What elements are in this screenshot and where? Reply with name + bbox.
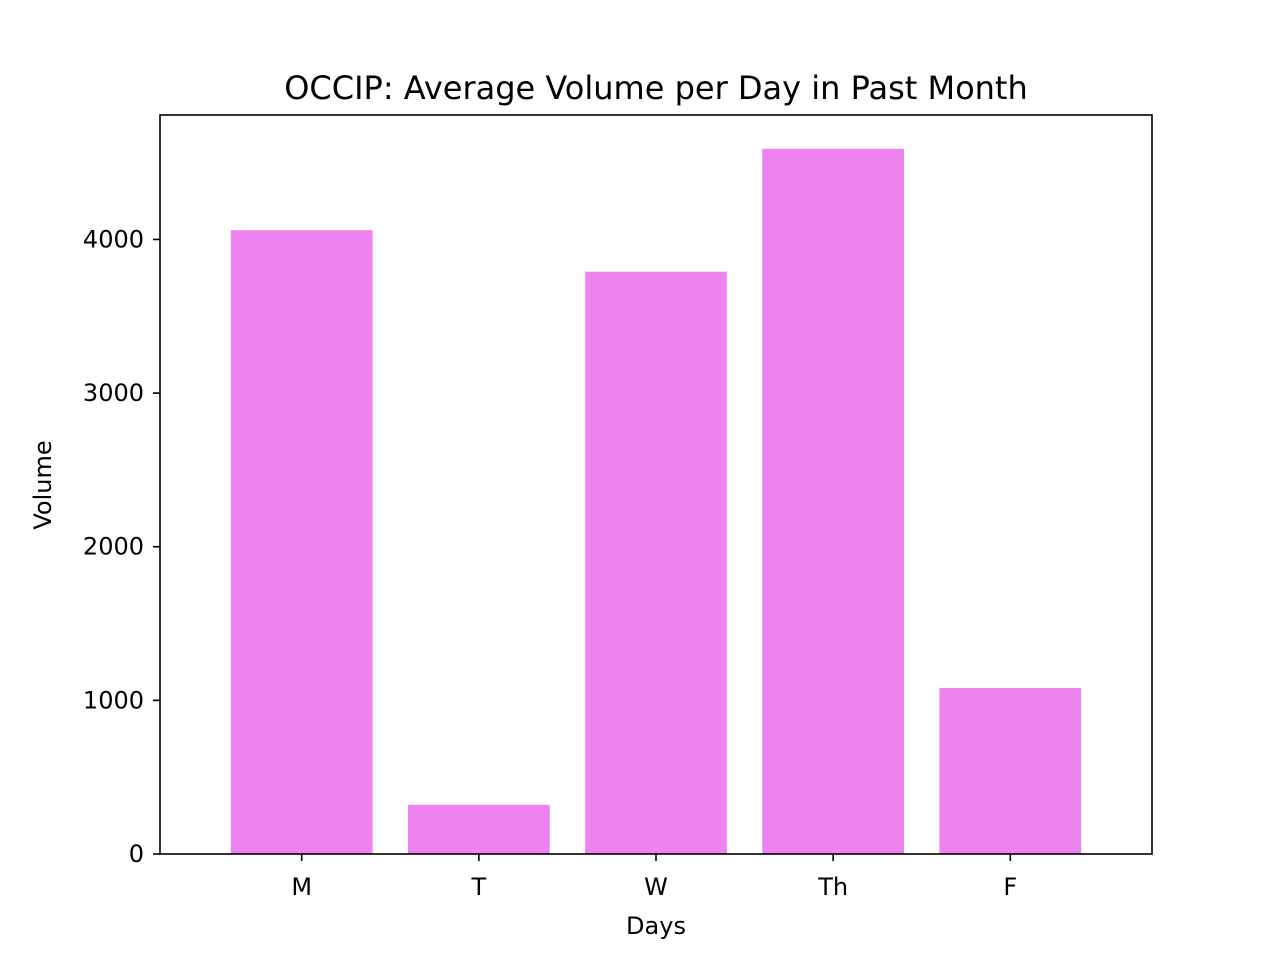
x-axis-ticks: M T W Th F xyxy=(291,854,1017,901)
bar-m xyxy=(230,230,373,854)
x-tick-label: M xyxy=(291,873,312,901)
x-tick-label: Th xyxy=(817,873,848,901)
y-tick-label: 4000 xyxy=(83,225,144,253)
bar-w xyxy=(585,271,727,854)
bar-th xyxy=(762,148,904,854)
x-axis-label: Days xyxy=(626,912,686,940)
bars-group xyxy=(230,148,1082,854)
bar-f xyxy=(939,688,1082,854)
y-axis-label: Volume xyxy=(29,440,57,529)
y-tick-label: 1000 xyxy=(83,686,144,714)
y-tick-label: 0 xyxy=(129,840,144,868)
y-tick-label: 3000 xyxy=(83,379,144,407)
plot-frame xyxy=(159,114,1153,855)
bar-t xyxy=(408,804,550,854)
x-tick-label: T xyxy=(471,873,487,901)
y-tick-label: 2000 xyxy=(83,533,144,561)
y-axis-ticks: 0 1000 2000 3000 4000 xyxy=(83,225,160,868)
x-tick-label: F xyxy=(1003,873,1017,901)
chart-title: OCCIP: Average Volume per Day in Past Mo… xyxy=(284,69,1028,107)
x-tick-label: W xyxy=(644,873,668,901)
